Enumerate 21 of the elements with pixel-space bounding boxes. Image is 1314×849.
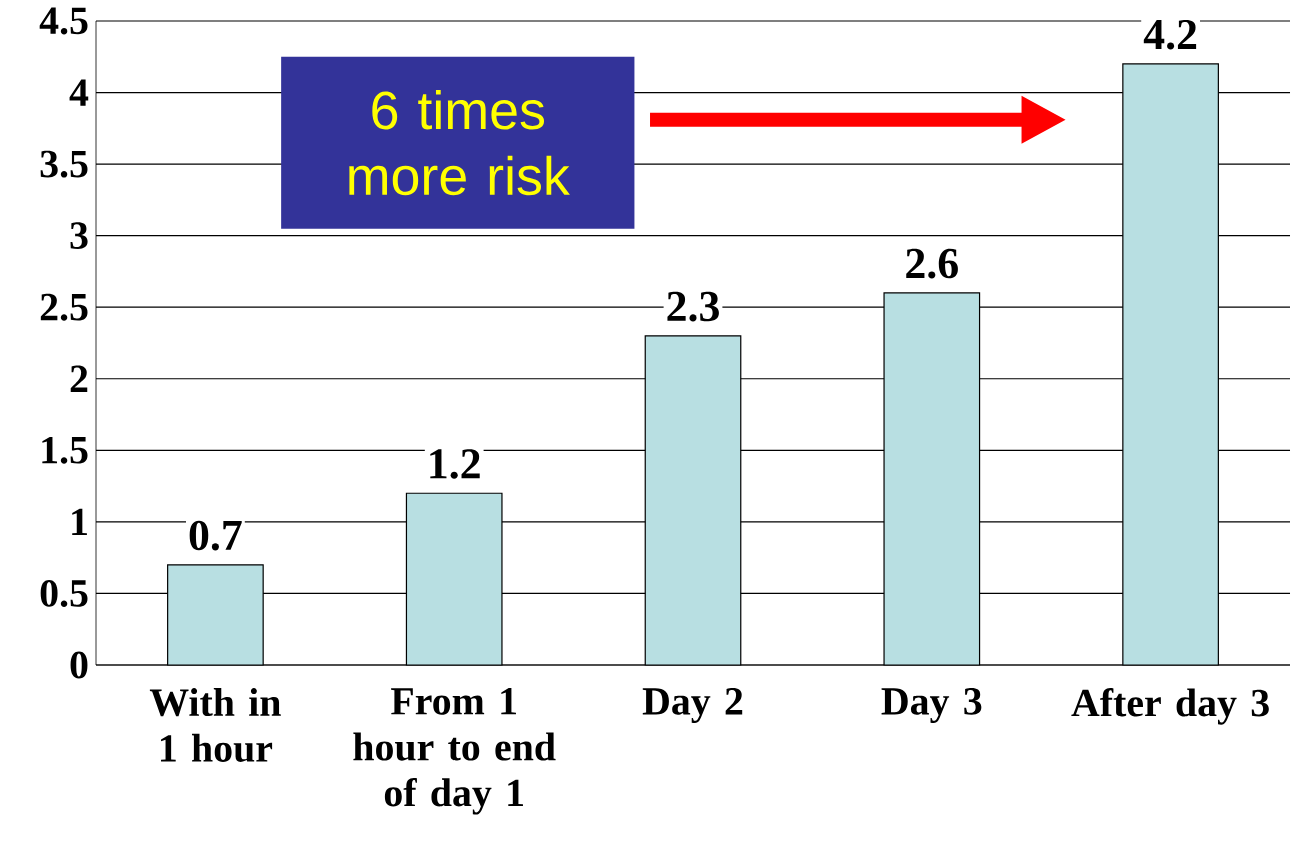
x-tick-label: After day 3: [1071, 688, 1269, 725]
x-tick-label: From 1 hour to end of day 1: [353, 688, 556, 815]
x-tick-label: Day 2: [642, 688, 743, 724]
y-tick-label: 4.5: [39, 7, 88, 35]
y-tick-label: 3: [70, 222, 88, 250]
y-tick-label: 0: [70, 651, 88, 679]
y-tick-label: 4: [69, 79, 89, 106]
y-tick-label: 1: [72, 508, 87, 536]
x-tick-label: Day 3: [881, 688, 982, 724]
y-tick-label: 1.5: [42, 436, 88, 464]
annotation: 6 times more risk: [349, 89, 570, 196]
data-label: 1.2: [430, 449, 480, 479]
y-tick-label: 0.5: [40, 579, 88, 607]
y-tick-label: 3.5: [40, 150, 88, 178]
data-label: 0.7: [189, 520, 242, 551]
data-label: 2.6: [906, 248, 958, 279]
data-label: 4.2: [1143, 19, 1197, 50]
y-tick-label: 2: [70, 365, 88, 392]
x-tick-label: With in 1 hour: [149, 688, 281, 763]
y-tick-label: 2.5: [40, 293, 88, 321]
data-label: 2.3: [667, 291, 719, 322]
